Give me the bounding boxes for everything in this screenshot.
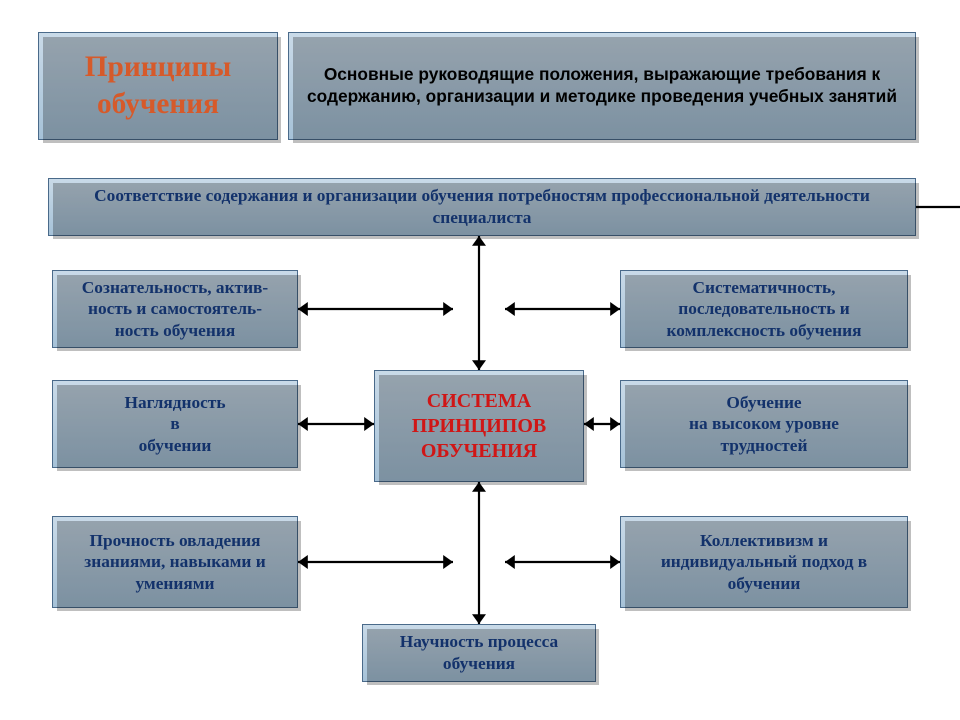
node-left-3: Прочность овладения знаниями, навыками и… xyxy=(52,516,298,608)
node-bottom: Научность процесса обучения xyxy=(362,624,596,682)
node-left-2: Наглядность в обучении xyxy=(52,380,298,468)
node-text: Обучение на высоком уровне трудностей xyxy=(689,392,839,457)
node-text: Коллективизм и индивидуальный подход в о… xyxy=(661,530,867,595)
subtitle-box: Основные руководящие положения, выражающ… xyxy=(288,32,916,140)
title-box: Принципы обучения xyxy=(38,32,278,140)
node-text: Сознательность, актив- ность и самостоят… xyxy=(82,277,268,342)
band-box: Соответствие содержания и организации об… xyxy=(48,178,916,236)
node-text: Прочность овладения знаниями, навыками и… xyxy=(84,530,265,595)
node-right-1: Систематичность, последовательность и ко… xyxy=(620,270,908,348)
node-text: Научность процесса обучения xyxy=(400,631,558,674)
node-left-1: Сознательность, актив- ность и самостоят… xyxy=(52,270,298,348)
title-text: Принципы обучения xyxy=(49,49,267,122)
node-right-2: Обучение на высоком уровне трудностей xyxy=(620,380,908,468)
subtitle-text: Основные руководящие положения, выражающ… xyxy=(299,64,905,107)
band-text: Соответствие содержания и организации об… xyxy=(59,185,905,228)
node-text: Наглядность в обучении xyxy=(124,392,225,457)
center-text: СИСТЕМА ПРИНЦИПОВ ОБУЧЕНИЯ xyxy=(385,389,573,464)
center-box: СИСТЕМА ПРИНЦИПОВ ОБУЧЕНИЯ xyxy=(374,370,584,482)
node-right-3: Коллективизм и индивидуальный подход в о… xyxy=(620,516,908,608)
node-text: Систематичность, последовательность и ко… xyxy=(666,277,861,342)
